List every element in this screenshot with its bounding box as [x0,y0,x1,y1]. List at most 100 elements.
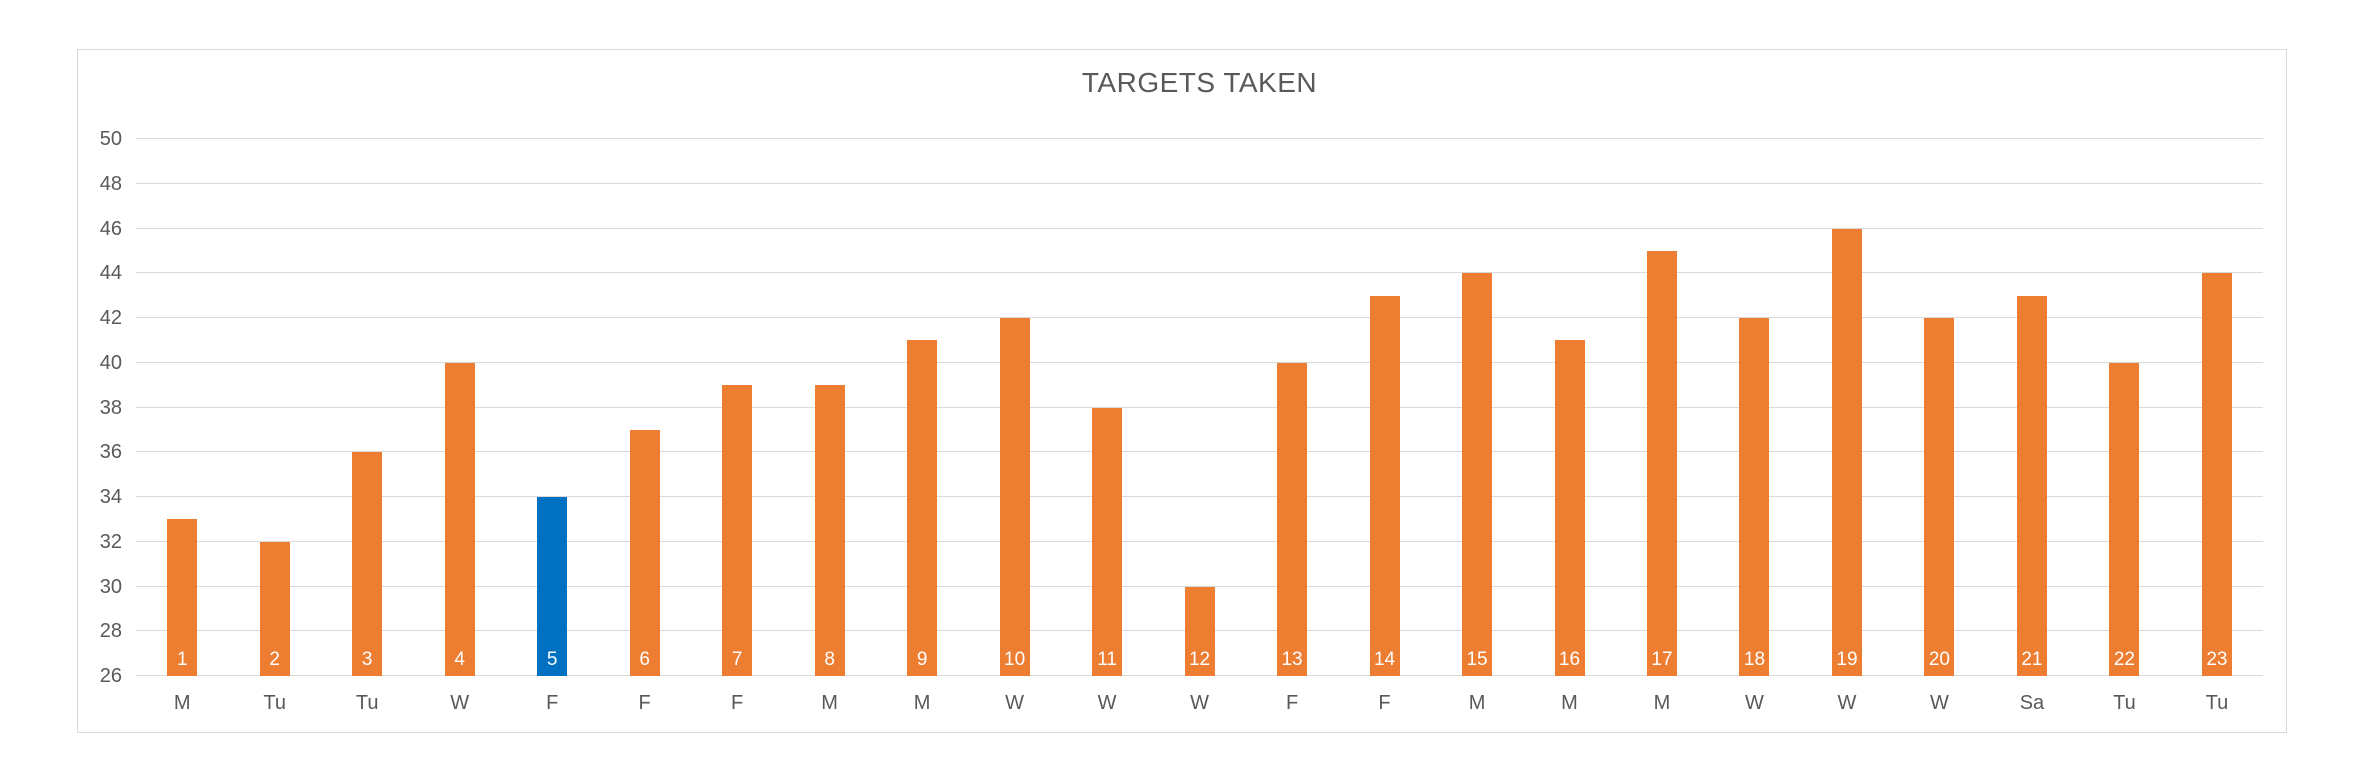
bar[interactable]: 10 [999,318,1030,676]
bar[interactable]: 11 [1092,407,1123,676]
chart-panel: TARGETS TAKEN 26 28 30 32 34 36 38 40 42 44 46 48 50… [77,49,2287,733]
y-axis-tick-label: 40 [99,351,122,374]
bar[interactable]: 2 [259,541,290,676]
y-axis-tick-label: 28 [99,620,122,643]
x-axis-category-label: M [173,692,191,714]
bar-value-label: 23 [2206,649,2228,670]
category-cell: 2 Tu [228,139,320,713]
category-cell: 17 M [1616,139,1708,713]
bar[interactable]: 14 [1369,295,1400,676]
bar-value-label: 12 [1188,649,1211,670]
bar-value-label: 11 [1097,649,1117,670]
category-cell: 22 Tu [2078,139,2170,713]
gridline [136,272,2263,274]
bar[interactable]: 9 [907,340,938,676]
bar[interactable]: 4 [444,362,475,676]
x-axis-category-label: M [1561,692,1578,714]
bar-value-label: 3 [361,649,373,670]
x-axis-category-label: M [1653,692,1671,714]
bar-value-label: 5 [546,649,558,670]
bar-highlighted[interactable]: 5 [537,497,568,676]
bar-value-label: 22 [2113,649,2135,670]
x-axis-category-label: M [913,692,931,714]
x-axis-category-label: W [1745,692,1764,714]
category-cell: 20 W [1893,139,1985,713]
x-axis-category-label: W [450,692,470,714]
x-axis-category-label: W [1097,692,1117,714]
category-cell: 15 M [1431,139,1523,713]
category-cell: 19 W [1801,139,1893,713]
chart-title: TARGETS TAKEN [1081,67,1318,98]
bar-value-label: 18 [1743,649,1766,670]
gridline [136,585,2263,587]
y-axis-tick-label: 26 [99,665,122,687]
bar[interactable]: 19 [1831,228,1862,676]
bar-value-label: 2 [269,649,280,670]
category-cell: 14 F [1338,139,1430,713]
category-cell: 21 Sa [1986,139,2078,713]
x-axis-category-label: Tu [355,692,379,714]
y-axis-tick-label: 34 [99,486,122,508]
bars-row: 1 M 2 Tu 3 Tu 4 W 5 F 6 F 7 F 8 M 9 M 10 W 11 W 12 W 13 F 14 F 15 M 16… [136,139,2263,713]
bar[interactable]: 1 [167,519,198,676]
bar[interactable]: 16 [1554,340,1585,676]
bar-value-label: 20 [1928,649,1950,670]
gridline [136,540,2263,542]
bar[interactable]: 7 [722,385,753,676]
y-axis-tick-label: 48 [99,172,122,195]
bar[interactable]: 22 [2109,362,2140,676]
bar-value-label: 8 [824,649,835,670]
x-axis-category-label: F [731,692,744,714]
x-axis-category-label: W [1190,692,1210,714]
bar-value-label: 14 [1373,649,1396,670]
category-cell: 11 W [1061,139,1153,713]
category-cell: 12 W [1153,139,1245,713]
x-axis-category-label: M [1468,692,1486,714]
bar[interactable]: 18 [1739,318,1770,676]
x-axis-category-label: F [546,692,559,714]
category-cell: 16 M [1523,139,1615,713]
y-axis-tick-label: 38 [99,396,122,419]
y-axis-tick-label: 32 [99,530,122,553]
bar[interactable]: 8 [814,385,845,676]
y-axis-labels: 26 28 30 32 34 36 38 40 42 44 46 48 50 [78,129,122,686]
bar[interactable]: 12 [1184,586,1215,676]
bar-value-label: 21 [2021,649,2043,670]
bar[interactable]: 21 [2016,295,2047,676]
bar[interactable]: 6 [629,429,660,676]
x-axis-category-label: M [821,692,838,714]
bar[interactable]: 20 [1924,318,1955,676]
y-axis-tick-label: 42 [99,307,122,329]
bar[interactable]: 3 [352,452,383,676]
x-axis-category-label: F [1285,692,1299,714]
bar-value-label: 4 [454,649,465,670]
bar-value-label: 6 [639,649,650,670]
x-axis-category-label: F [638,692,651,714]
bar-value-label: 16 [1558,649,1581,670]
gridline [136,182,2263,184]
gridline [136,406,2263,408]
bar[interactable]: 13 [1277,362,1308,676]
y-axis-tick-label: 30 [99,575,122,598]
y-axis-tick-label: 36 [99,441,122,464]
bar[interactable]: 15 [1462,273,1493,676]
x-axis-category-label: Tu [263,692,287,714]
gridline [136,317,2263,318]
category-cell: 3 Tu [321,139,413,713]
x-axis-category-label: W [1837,692,1857,714]
x-axis-category-label: Tu [2205,692,2229,714]
bar-value-label: 9 [916,649,928,670]
gridline [136,451,2263,453]
bar-value-label: 1 [176,649,188,670]
bar[interactable]: 17 [1646,250,1677,676]
y-axis-tick-label: 46 [99,217,122,240]
bar[interactable]: 23 [2201,273,2232,676]
plot-area: 1 M 2 Tu 3 Tu 4 W 5 F 6 F 7 F 8 M 9 M 10 W 11 W 12 W 13 F 14 F 15 M 16… [136,138,2263,713]
bar-value-label: 19 [1836,649,1858,670]
bar-value-label: 10 [1004,649,1026,670]
